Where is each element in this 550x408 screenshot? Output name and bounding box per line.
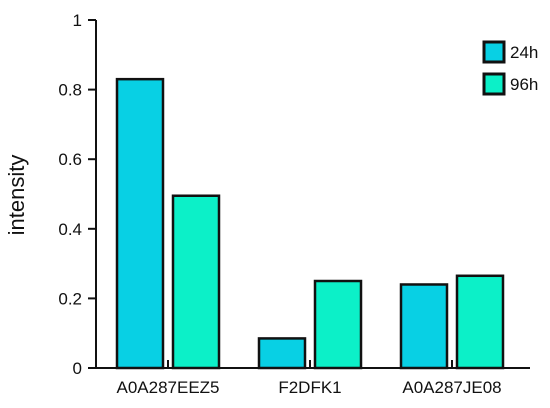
- y-tick-label: 0: [73, 359, 82, 378]
- legend-swatch-24h: [482, 40, 506, 64]
- y-tick-label: 1: [73, 11, 82, 30]
- y-tick-label: 0.8: [58, 81, 82, 100]
- y-tick-label: 0.2: [58, 289, 82, 308]
- legend: 24h 96h: [482, 40, 538, 96]
- bar-24h-a0a287eez5: [115, 77, 165, 370]
- y-axis-title: intensity: [4, 155, 29, 236]
- bar-96h-a0a287eez5: [171, 194, 221, 370]
- legend-swatch-96h: [482, 72, 506, 96]
- legend-label-96h: 96h: [510, 75, 538, 94]
- bar-96h-f2dfk1: [313, 279, 363, 370]
- y-tick-label: 0.4: [58, 220, 82, 239]
- bar-24h-f2dfk1: [257, 337, 307, 370]
- bars-group: [115, 77, 505, 370]
- legend-label-24h: 24h: [510, 43, 538, 62]
- bar-24h-a0a287je08: [399, 283, 449, 370]
- x-tick-label: A0A287EEZ5: [116, 378, 219, 397]
- axes-group: 0 0.2 0.4 0.6 0.8 1 A0A287EEZ5 F2DFK1 A0A287JE08: [58, 11, 530, 397]
- x-tick-label: A0A287JE08: [402, 378, 501, 397]
- bar-96h-a0a287je08: [455, 274, 505, 370]
- y-tick-label: 0.6: [58, 150, 82, 169]
- x-tick-label: F2DFK1: [278, 378, 341, 397]
